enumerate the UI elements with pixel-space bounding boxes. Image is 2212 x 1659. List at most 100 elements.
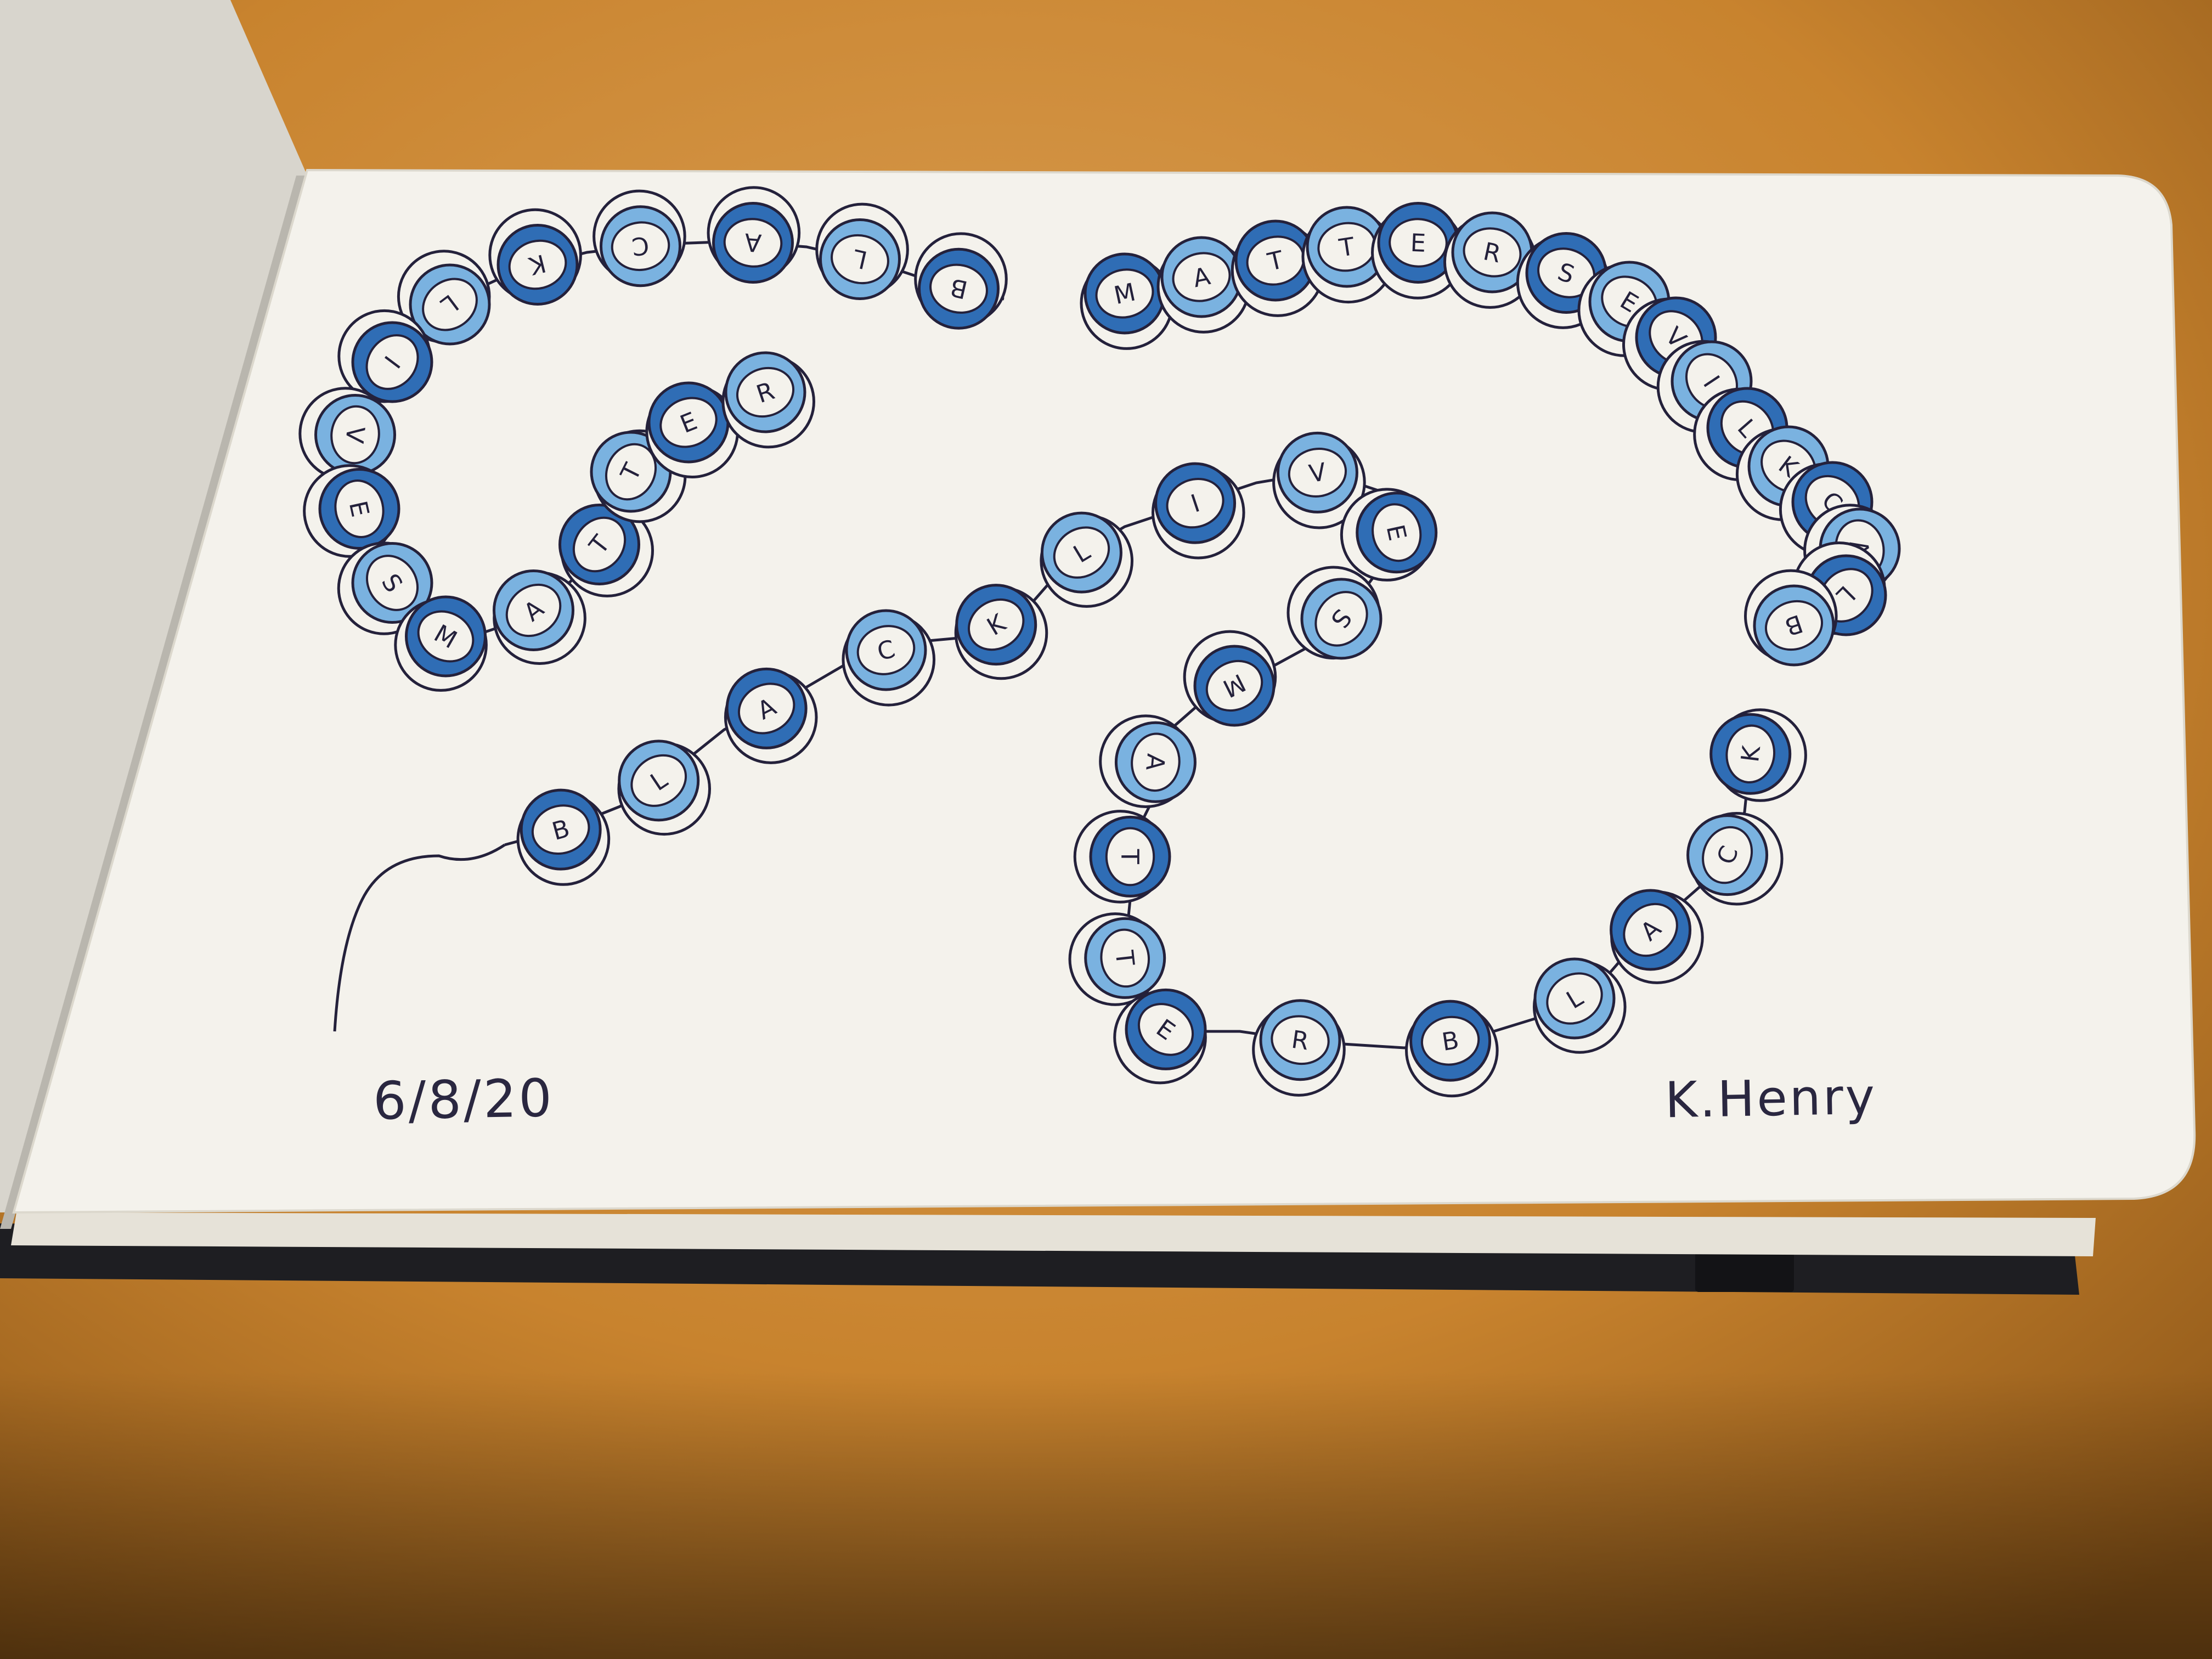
- bead: A: [707, 186, 801, 284]
- bead-letter: R: [1290, 1025, 1311, 1056]
- bead: A: [1610, 889, 1704, 984]
- bead: B: [516, 788, 611, 886]
- bead: E: [1371, 202, 1465, 300]
- bead-letter-lens: [929, 263, 988, 314]
- bead-letter-lens: [1166, 478, 1224, 529]
- bead-letter-lens: [1314, 591, 1368, 647]
- bead-drawing: BLACKLIVESMATTERMATTERSEVILKCALBBLACKLIV…: [298, 186, 1901, 1098]
- left-page: [0, 0, 307, 1212]
- bead: M: [1080, 252, 1174, 350]
- bead: K: [954, 584, 1048, 680]
- bead: B: [1743, 569, 1838, 667]
- bead-letter-lens: [1463, 227, 1522, 278]
- bead-letter: E: [1410, 229, 1426, 258]
- thread-tail: [333, 843, 506, 1032]
- bead: A: [724, 667, 818, 764]
- bead: E: [1340, 488, 1438, 582]
- bead-letter-lens: [1105, 827, 1155, 887]
- bead-letter-lens: [659, 397, 718, 448]
- bead-letter-lens: [1172, 252, 1231, 302]
- bead: R: [721, 351, 816, 449]
- bead: K: [488, 208, 582, 306]
- bead: V: [298, 387, 396, 481]
- bead-letter-lens: [365, 334, 419, 390]
- bead: L: [1532, 957, 1627, 1054]
- bead-letter-lens: [723, 218, 783, 268]
- bead-letter-lens: [1205, 659, 1263, 712]
- bead-letter-lens: [1623, 902, 1678, 957]
- bead-letter-lens: [505, 583, 562, 637]
- bead-letter-lens: [1131, 732, 1181, 792]
- bead: C: [842, 609, 936, 707]
- bead-letter: T: [1115, 849, 1144, 865]
- bead: M: [394, 595, 488, 692]
- bead: C: [592, 189, 686, 287]
- bead: L: [1040, 511, 1134, 608]
- bead: R: [1252, 999, 1346, 1097]
- bead: I: [1151, 462, 1245, 560]
- bead: T: [1231, 219, 1325, 317]
- table-shadow: [0, 1372, 2212, 1659]
- bead-letter-lens: [736, 366, 795, 418]
- bookmark-ribbon: [1695, 1251, 1794, 1292]
- bead: L: [397, 250, 491, 346]
- bead: T: [1301, 206, 1396, 304]
- bead-letter-lens: [1546, 972, 1603, 1025]
- bead: L: [815, 202, 909, 300]
- bead: S: [337, 541, 433, 635]
- bead: V: [1622, 296, 1717, 392]
- bead: L: [617, 740, 712, 836]
- bead-letter: A: [743, 228, 763, 257]
- artist-signature: K.Henry: [1664, 1068, 1877, 1130]
- bead-letter: A: [1140, 753, 1170, 772]
- bead-letter-lens: [737, 682, 795, 735]
- bead-letter-lens: [1288, 447, 1347, 498]
- bead: A: [1099, 714, 1197, 808]
- bead-letter-lens: [605, 443, 657, 501]
- bead-letter: T: [1109, 949, 1139, 968]
- bead-letter-lens: [856, 625, 916, 675]
- bead: E: [303, 464, 400, 558]
- bead-letter-lens: [1725, 724, 1776, 784]
- bead-letter-lens: [1372, 503, 1422, 562]
- bead-letter-lens: [1420, 1015, 1480, 1066]
- bead-letter-lens: [1271, 1015, 1330, 1065]
- bead-letter: C: [630, 230, 651, 261]
- bead: C: [1779, 461, 1874, 556]
- bead-letter-lens: [1100, 928, 1150, 988]
- bead-letter-lens: [422, 278, 478, 331]
- bead: B: [914, 232, 1008, 330]
- bead: C: [1686, 811, 1784, 906]
- bead: S: [1286, 566, 1383, 660]
- bead-letter-lens: [417, 610, 475, 663]
- bead-letter-lens: [1053, 526, 1110, 579]
- page-stack: [11, 1212, 2096, 1256]
- bead: A: [1156, 236, 1251, 334]
- bead-letter-lens: [1764, 600, 1824, 651]
- bead: K: [1709, 708, 1807, 802]
- bead: A: [493, 569, 586, 665]
- bead: M: [1183, 630, 1277, 727]
- bead: T: [1073, 810, 1171, 904]
- bead-letter-lens: [831, 234, 889, 285]
- bead-letter-lens: [968, 598, 1025, 651]
- bead-letter-lens: [531, 804, 590, 855]
- bead-letter-lens: [1389, 218, 1448, 268]
- bead: E: [1113, 988, 1207, 1085]
- bead-letter: V: [340, 425, 370, 445]
- bead: E: [645, 381, 739, 479]
- bead: T: [1068, 912, 1166, 1006]
- bead: S: [1516, 232, 1610, 329]
- bead-letter-lens: [630, 754, 687, 807]
- bead-letter-lens: [334, 479, 385, 538]
- bead-letter-lens: [1702, 826, 1753, 884]
- bead: T: [558, 504, 654, 597]
- bead: I: [337, 309, 433, 403]
- bead-letter-lens: [572, 516, 627, 573]
- bead-letter-lens: [1095, 268, 1154, 319]
- bead-letter-lens: [508, 239, 567, 290]
- bead-letter-lens: [330, 405, 380, 465]
- bead: V: [1272, 431, 1366, 529]
- date-note: 6/8/20: [373, 1068, 555, 1132]
